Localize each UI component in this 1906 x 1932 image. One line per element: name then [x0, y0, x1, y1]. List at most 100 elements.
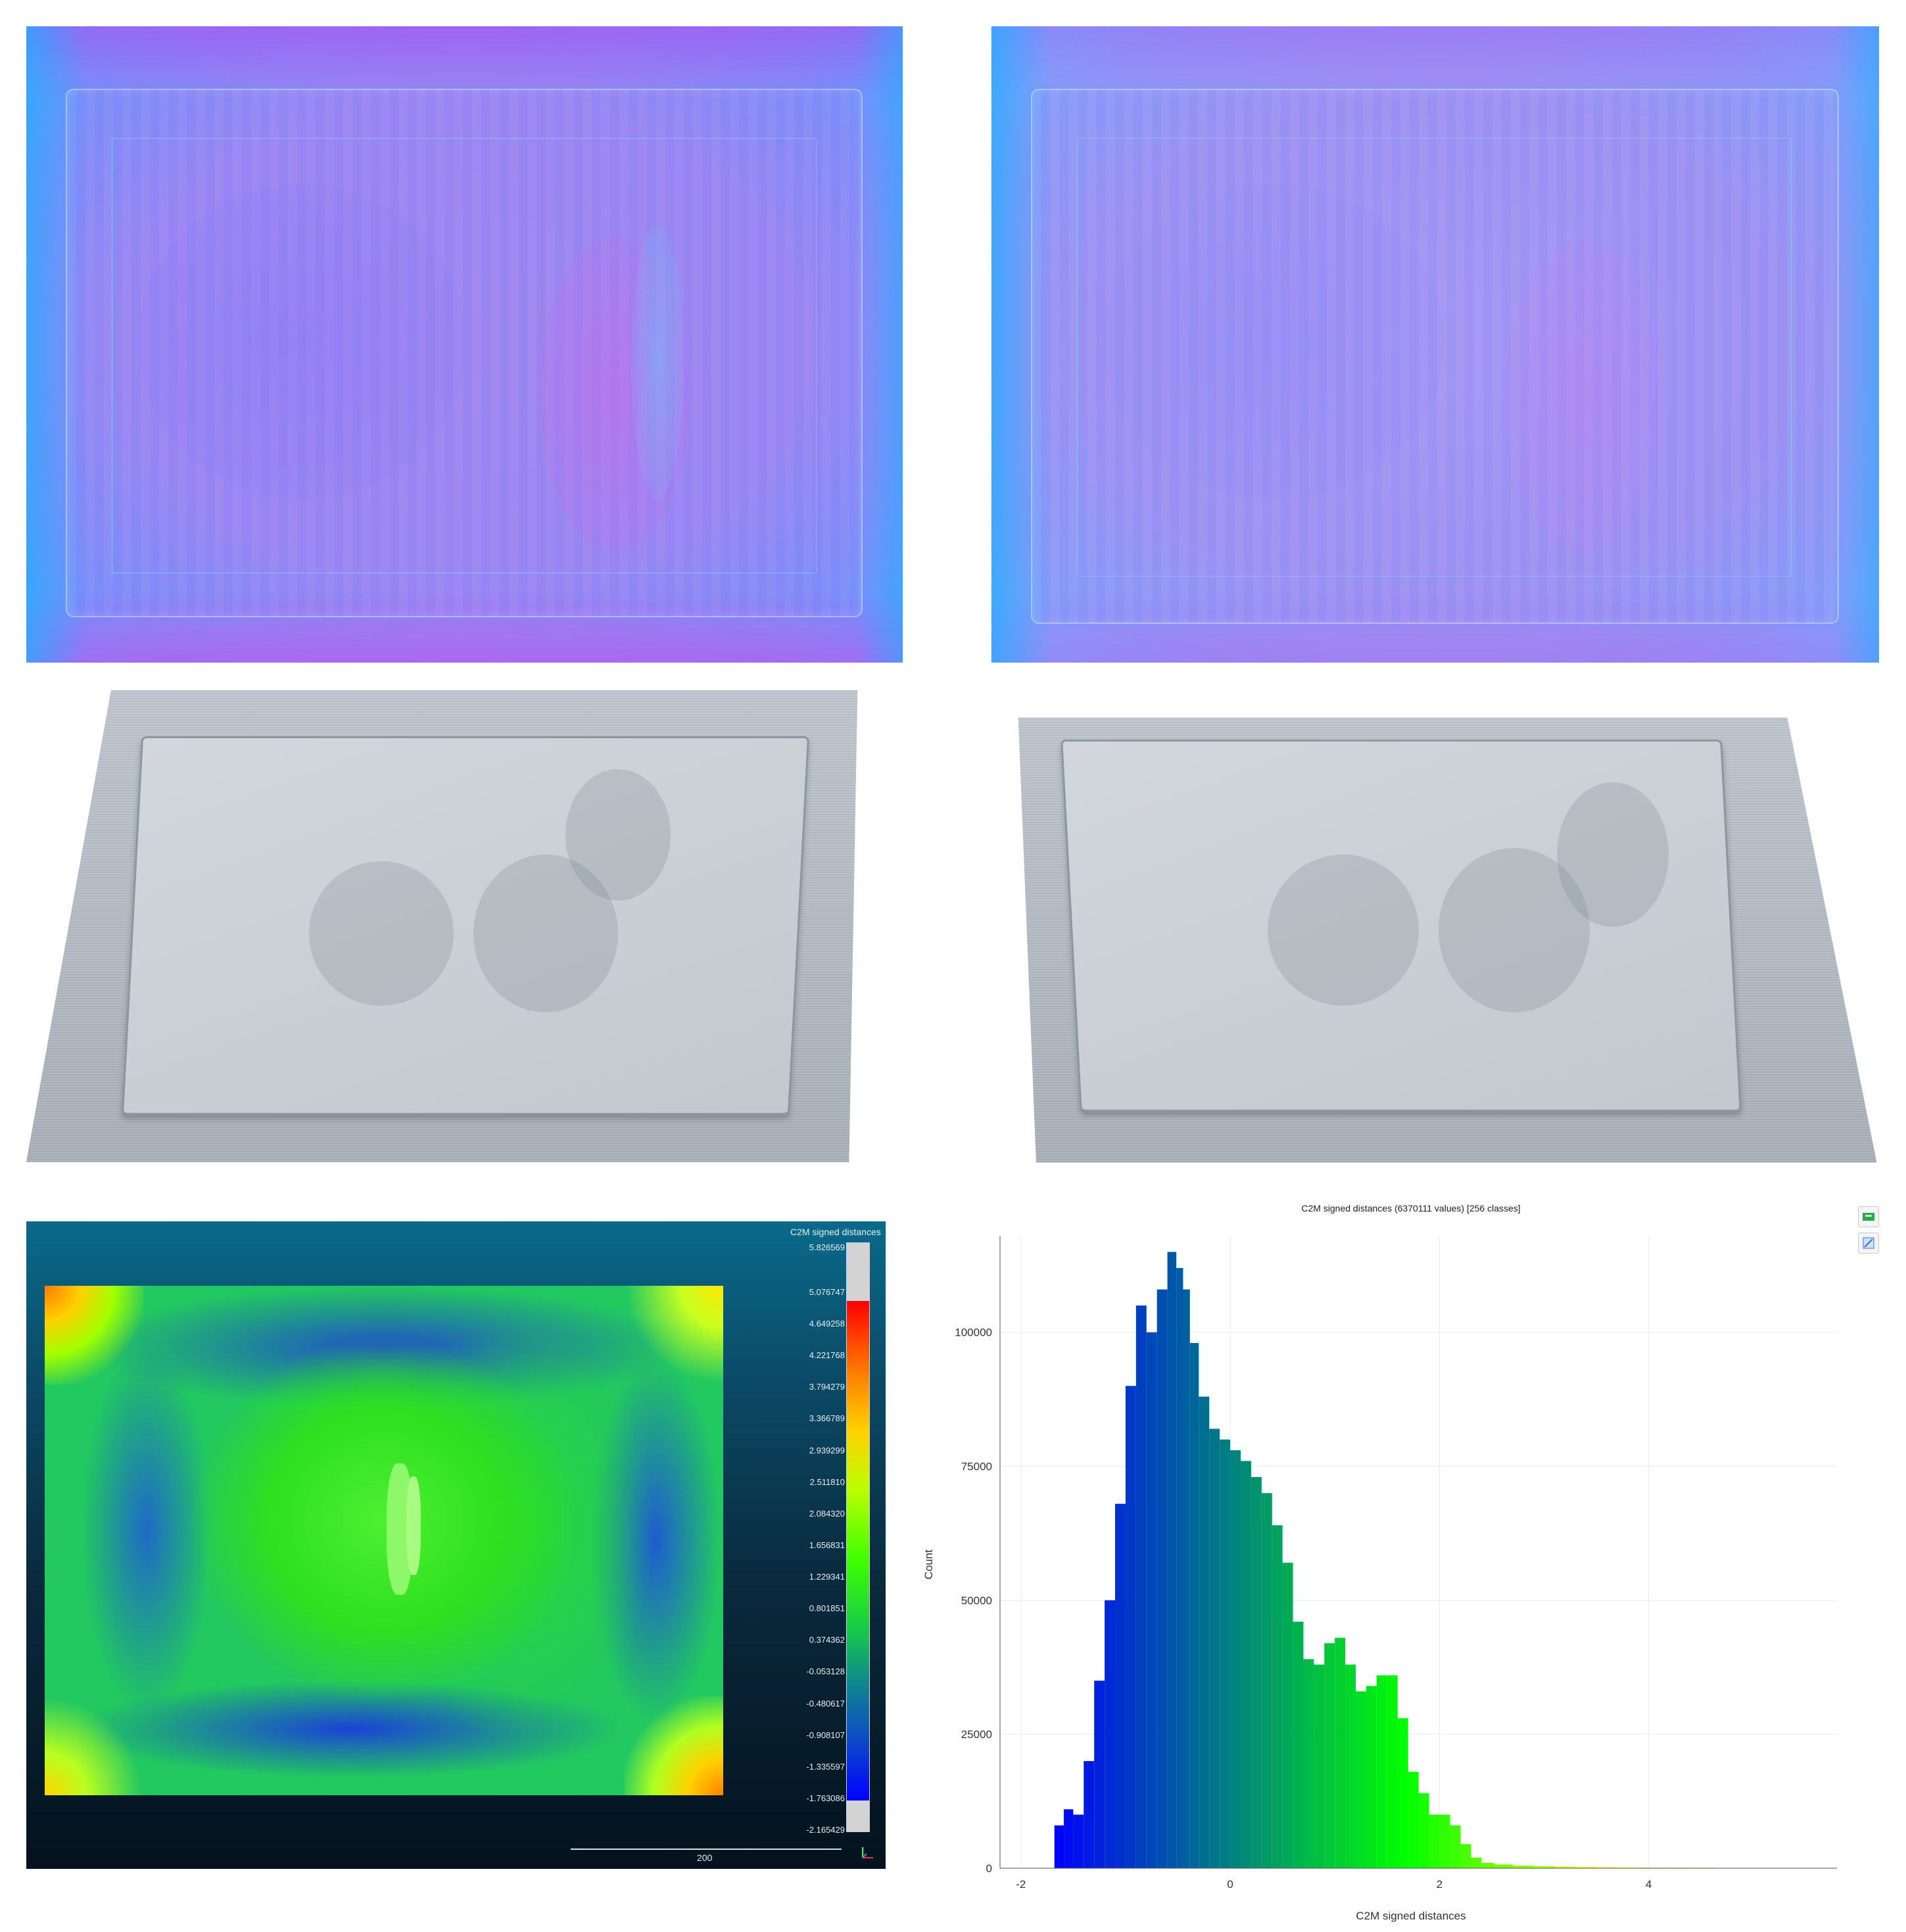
y-tick-label: 0: [986, 1862, 992, 1875]
image-icon: [1863, 1237, 1874, 1249]
histogram-bar: [1345, 1664, 1356, 1868]
histogram-bar: [1084, 1760, 1095, 1868]
y-tick-label: 50000: [961, 1594, 992, 1607]
histogram-bar: [1054, 1825, 1064, 1868]
x-tick-label: 4: [1646, 1878, 1652, 1891]
histogram-bar: [1115, 1503, 1126, 1868]
scale-tick-label: -0.908107: [806, 1730, 845, 1740]
scale-tick-label: 3.794279: [809, 1382, 845, 1392]
histogram-bar: [1156, 1289, 1168, 1868]
histogram-bar: [1209, 1428, 1220, 1868]
x-tick-label: -2: [1016, 1878, 1026, 1891]
histogram-bar: [1272, 1525, 1283, 1868]
scale-tick-label: 5.826569: [809, 1242, 845, 1252]
mesh-render-left: [26, 690, 874, 1177]
axes-trihedron-icon: [862, 1847, 873, 1858]
y-axis-label: Count: [922, 1549, 935, 1580]
histogram-bar: [1408, 1772, 1419, 1868]
histogram-bar: [1314, 1664, 1325, 1868]
histogram-bar: [1125, 1386, 1136, 1868]
x-tick-label: 0: [1227, 1878, 1233, 1891]
scale-tick-label: 3.366789: [809, 1413, 845, 1424]
scale-tick-label: -1.763086: [806, 1793, 845, 1803]
scale-tick-label: 2.511810: [809, 1476, 845, 1487]
export-icon: [1863, 1213, 1874, 1221]
y-tick-label: 100000: [955, 1327, 992, 1339]
histogram-bar: [1183, 1289, 1190, 1868]
histogram-bar: [1376, 1675, 1387, 1868]
scale-tick-label: 0.374362: [809, 1635, 845, 1645]
inner-frame: [1077, 138, 1792, 577]
histogram-bar: [1105, 1600, 1116, 1868]
scale-title: C2M signed distances: [790, 1227, 881, 1237]
mesh-render-right: [991, 703, 1886, 1177]
scale-tick-label: -1.335597: [806, 1761, 845, 1772]
histogram-bar: [1596, 1867, 1617, 1868]
normal-map-left: [26, 26, 903, 663]
histogram-bar: [1387, 1675, 1398, 1868]
histogram-bar: [1220, 1439, 1231, 1868]
histogram-bar: [1554, 1866, 1576, 1868]
histogram-bar: [1575, 1866, 1597, 1868]
histogram-bar: [1293, 1621, 1304, 1868]
histogram-bar: [1146, 1332, 1157, 1868]
scale-tick-label: 5.076747: [809, 1287, 845, 1297]
x-axis-label: C2M signed distances: [1356, 1910, 1465, 1922]
c2m-histogram: C2M signed distances (6370111 values) [2…: [918, 1200, 1906, 1932]
histogram-bar: [1471, 1857, 1481, 1868]
histogram-bar: [1094, 1680, 1105, 1868]
scale-tick-label: 1.656831: [809, 1540, 845, 1550]
histogram-bar: [1335, 1637, 1346, 1868]
export-image-button[interactable]: [1858, 1233, 1879, 1254]
histogram-bar: [1135, 1305, 1147, 1868]
scale-tick-label: 4.649258: [809, 1319, 845, 1329]
scale-tick-label: 1.229341: [809, 1572, 845, 1582]
histogram-bar: [1261, 1493, 1272, 1868]
scale-tick-label: -0.480617: [806, 1698, 845, 1708]
export-csv-button[interactable]: [1858, 1206, 1879, 1227]
histogram-bar: [1189, 1343, 1199, 1868]
chart-title: C2M signed distances (6370111 values) [2…: [1301, 1203, 1520, 1213]
scale-tick-label: -2.165429: [806, 1825, 845, 1835]
y-tick-label: 75000: [961, 1461, 992, 1473]
histogram-bar: [1230, 1450, 1241, 1868]
scale-tick-label: 0.801851: [809, 1603, 845, 1614]
histogram-bar: [1512, 1865, 1534, 1868]
scale-bar: [571, 1849, 842, 1850]
c2m-distance-heatmap-view[interactable]: C2M signed distances 5.826569 5.076747 4.6…: [26, 1221, 886, 1869]
histogram-bar: [1303, 1659, 1314, 1868]
histogram-bar: [1397, 1718, 1408, 1868]
histogram-bar: [1324, 1643, 1335, 1868]
y-tick-label: 25000: [961, 1728, 992, 1741]
histogram-bar: [1064, 1809, 1074, 1868]
histogram-chart: C2M signed distances (6370111 values) [2…: [922, 1203, 1837, 1922]
histogram-bar: [1429, 1814, 1440, 1868]
histogram-bar: [1494, 1864, 1513, 1868]
histogram-bar: [1240, 1461, 1251, 1868]
histogram-bar: [1418, 1793, 1429, 1868]
scale-tick-label: 2.084320: [809, 1508, 845, 1519]
x-tick-label: 2: [1437, 1878, 1442, 1891]
histogram-bar: [1450, 1825, 1461, 1868]
histogram-bar: [1439, 1814, 1450, 1868]
histogram-bar: [1356, 1691, 1366, 1868]
scale-tick-label: 2.939299: [809, 1445, 845, 1455]
distance-heatmap: [45, 1286, 723, 1795]
inner-frame: [112, 138, 817, 573]
scale-tick-label: -0.053128: [806, 1666, 845, 1677]
histogram-bar: [1533, 1866, 1555, 1868]
histogram-bar: [1176, 1267, 1183, 1868]
histogram-bar: [1199, 1396, 1210, 1868]
histogram-bar: [1481, 1862, 1494, 1868]
histogram-bar: [1366, 1685, 1377, 1868]
fabric-sheet: [66, 89, 863, 617]
histogram-bar: [1251, 1476, 1262, 1868]
histogram-bar: [1073, 1814, 1084, 1868]
histogram-bar: [1167, 1252, 1177, 1868]
color-scale-bar: [846, 1242, 870, 1832]
scale-bar-label: 200: [697, 1852, 713, 1863]
fabric-sheet: [1031, 89, 1839, 624]
scale-tick-label: 4.221768: [809, 1350, 845, 1361]
normal-map-right: [991, 26, 1879, 663]
histogram-bar: [1282, 1563, 1293, 1868]
